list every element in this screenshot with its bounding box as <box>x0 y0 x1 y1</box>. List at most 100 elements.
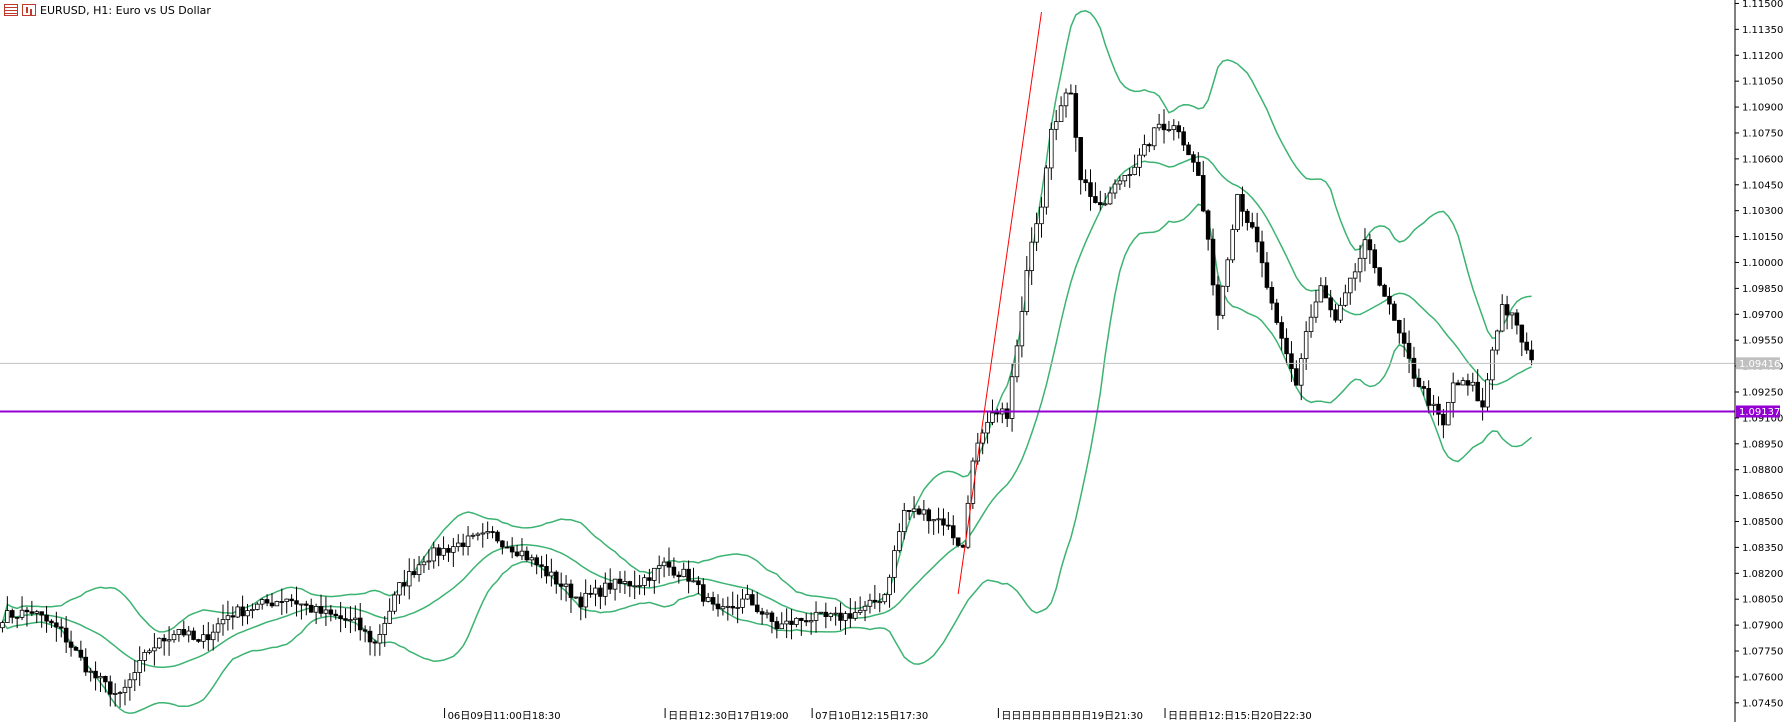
candle <box>519 538 525 560</box>
candle <box>5 596 10 623</box>
chart-icon[interactable] <box>22 4 36 16</box>
candle <box>1529 340 1534 366</box>
candle <box>1049 122 1054 180</box>
candle <box>308 598 314 613</box>
candle <box>78 640 84 661</box>
candle <box>607 568 613 594</box>
candle <box>1382 283 1387 297</box>
candle <box>9 608 15 624</box>
candle <box>1225 257 1230 293</box>
candle <box>583 579 588 619</box>
candle <box>818 611 824 615</box>
candle <box>1259 230 1265 278</box>
candle <box>215 617 221 642</box>
candle <box>1475 369 1480 402</box>
candle <box>416 556 422 582</box>
candle <box>1392 300 1397 321</box>
candle <box>1220 285 1226 320</box>
candle <box>1093 182 1098 204</box>
candle <box>622 570 628 595</box>
candle <box>98 672 103 692</box>
candle <box>603 572 608 606</box>
price-tick-label: 1.07600 <box>1742 672 1783 683</box>
candle <box>1112 179 1118 199</box>
price-axis[interactable]: 1.11500 1.11350 1.11200 1.11050 1.10900 1.107… <box>1734 0 1783 722</box>
candle <box>1151 127 1157 151</box>
candle <box>1058 96 1064 123</box>
candle <box>313 603 319 624</box>
candle <box>1245 208 1250 231</box>
candle <box>921 499 927 521</box>
candle <box>485 521 490 540</box>
candle <box>441 536 446 560</box>
candle <box>710 591 716 611</box>
candle <box>1009 363 1015 432</box>
candle <box>166 626 172 656</box>
candle <box>784 608 789 639</box>
candle <box>59 618 64 638</box>
candle <box>1441 408 1446 439</box>
candle <box>328 604 334 622</box>
candle <box>843 611 848 635</box>
candle <box>1147 142 1152 153</box>
bollinger-lower-band <box>1 203 1533 715</box>
candle <box>720 598 726 616</box>
candle <box>1480 387 1485 421</box>
candle <box>465 526 471 556</box>
price-tick-label: 1.07900 <box>1742 621 1783 632</box>
candle <box>652 567 657 594</box>
candle <box>357 602 363 641</box>
time-axis[interactable]: 06日09日11:00日18:30 日日日12:30日17日19:00 07日10日… <box>444 708 1312 722</box>
candle <box>108 675 113 707</box>
candle <box>1343 284 1348 307</box>
candle <box>49 619 54 629</box>
candle <box>44 605 49 633</box>
candle <box>911 496 917 519</box>
candle <box>83 648 89 676</box>
candle <box>1372 244 1378 274</box>
candle <box>112 683 118 707</box>
price-tick-label: 1.10000 <box>1742 258 1783 269</box>
trend-line[interactable] <box>957 12 1042 595</box>
candle <box>593 579 598 607</box>
list-icon[interactable] <box>4 4 18 16</box>
price-tick-label: 1.09550 <box>1742 336 1783 347</box>
candle <box>68 630 74 657</box>
candle <box>1127 168 1132 188</box>
candle <box>1230 224 1235 263</box>
candle <box>1514 309 1520 335</box>
bollinger-upper-band <box>1 10 1532 633</box>
candle <box>240 595 245 626</box>
candle <box>1240 186 1245 227</box>
candle <box>255 602 260 611</box>
chart-title-bar: EURUSD, H1: Euro vs US Dollar <box>4 2 211 18</box>
candle <box>274 600 280 607</box>
candle <box>1254 212 1260 253</box>
candle <box>970 457 976 509</box>
candle <box>554 570 559 594</box>
candle <box>1269 281 1275 311</box>
candle <box>838 602 843 631</box>
candle <box>1000 402 1005 424</box>
candle <box>696 576 701 595</box>
candle <box>387 598 392 625</box>
price-tick-label: 1.09100 <box>1742 413 1783 424</box>
time-tick-label: 日日日日12:日15:日20日22:30 <box>1168 711 1312 722</box>
candle <box>524 546 530 562</box>
candle <box>1313 290 1319 323</box>
candle <box>946 512 951 530</box>
candle <box>588 584 593 598</box>
time-tick: 06日09日11:00日18:30 <box>444 708 561 722</box>
candle <box>338 602 343 633</box>
candle <box>1196 152 1201 176</box>
candle <box>1235 193 1240 232</box>
candle <box>0 620 5 633</box>
candle <box>264 594 270 607</box>
candle <box>93 661 98 691</box>
candle <box>367 626 373 656</box>
candle <box>735 594 740 624</box>
price-tick-label: 1.10300 <box>1742 206 1783 217</box>
price-tick-label: 1.11200 <box>1742 51 1783 62</box>
candle <box>892 545 897 593</box>
